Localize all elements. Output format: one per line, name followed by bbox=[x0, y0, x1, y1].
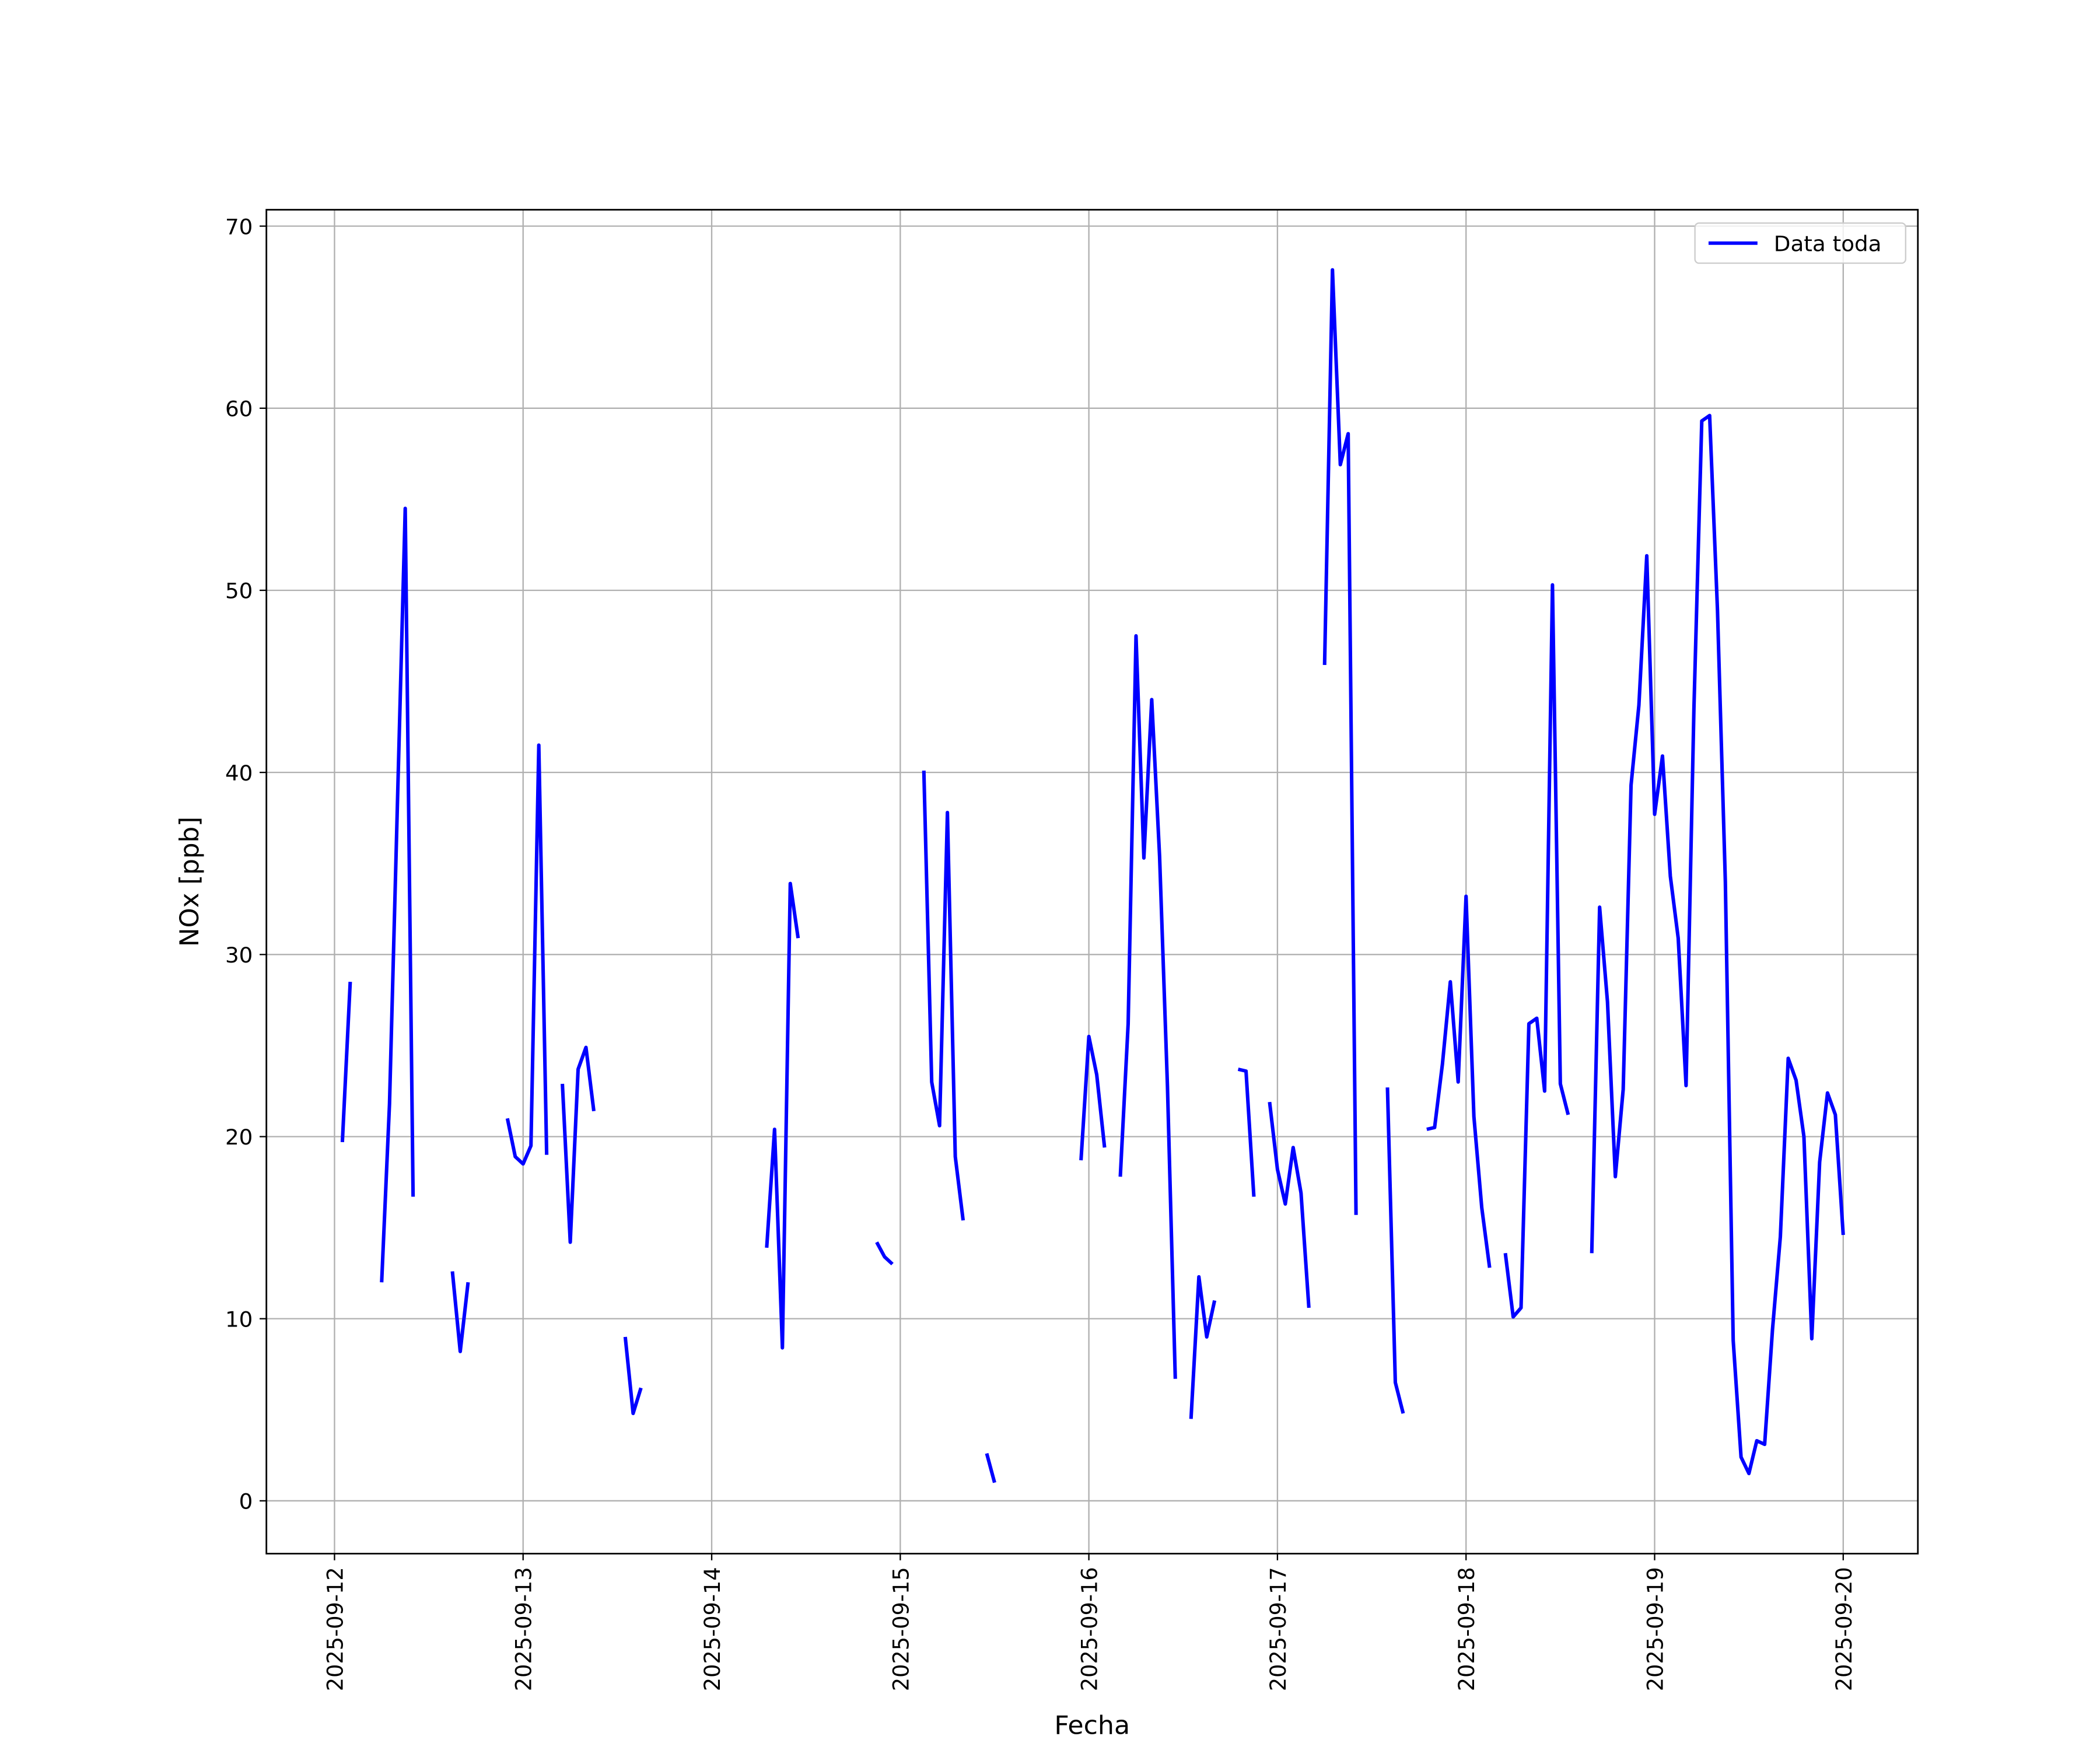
axes: 0 10 20 30 40 50 60 70 2025-09-12 2025-09-13 2025-… bbox=[225, 215, 1857, 1691]
x-axis-label: Fecha bbox=[1054, 1711, 1130, 1741]
y-axis-label: NOx [ppb] bbox=[175, 817, 205, 947]
legend-box bbox=[1694, 222, 1906, 264]
grid bbox=[266, 209, 1918, 1554]
legend-label: Data toda bbox=[1774, 232, 1882, 257]
y-tick-label: 50 bbox=[225, 579, 253, 604]
x-tick-label: 2025-09-15 bbox=[888, 1567, 914, 1691]
x-tick-label: 2025-09-18 bbox=[1454, 1567, 1479, 1691]
plot-area bbox=[340, 268, 1845, 1483]
x-tick-label: 2025-09-19 bbox=[1643, 1567, 1668, 1691]
y-tick-label: 10 bbox=[225, 1307, 253, 1332]
y-tick-label: 30 bbox=[225, 943, 253, 968]
y-tick-label: 20 bbox=[225, 1125, 253, 1150]
axes-frame bbox=[265, 209, 1919, 1555]
x-tick-label: 2025-09-12 bbox=[323, 1567, 348, 1691]
x-tick-label: 2025-09-17 bbox=[1266, 1567, 1291, 1691]
x-tick-label: 2025-09-14 bbox=[700, 1567, 725, 1691]
y-tick-label: 0 bbox=[239, 1489, 253, 1514]
y-tick-label: 60 bbox=[225, 397, 253, 422]
legend: Data toda bbox=[1694, 222, 1906, 264]
y-tick-label: 70 bbox=[225, 215, 253, 240]
y-tick-label: 40 bbox=[225, 761, 253, 786]
x-tick-label: 2025-09-20 bbox=[1831, 1567, 1856, 1691]
data-line bbox=[340, 268, 1845, 1483]
x-tick-label: 2025-09-13 bbox=[511, 1567, 536, 1691]
x-tick-label: 2025-09-16 bbox=[1077, 1567, 1102, 1691]
